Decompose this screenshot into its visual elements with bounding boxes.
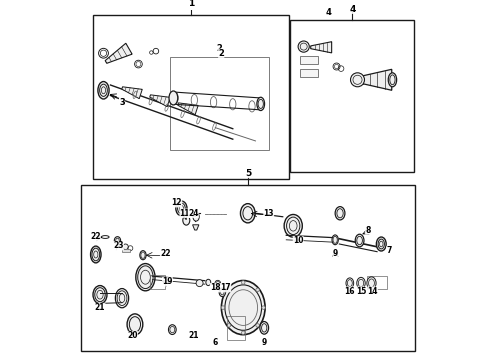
Text: 2: 2 xyxy=(217,44,222,53)
Text: 17: 17 xyxy=(220,283,231,292)
Circle shape xyxy=(242,331,245,334)
Text: 10: 10 xyxy=(293,236,303,245)
Bar xyxy=(367,276,387,289)
Circle shape xyxy=(215,280,221,286)
Text: 4: 4 xyxy=(349,5,356,14)
Ellipse shape xyxy=(388,73,396,87)
Ellipse shape xyxy=(114,237,121,244)
Polygon shape xyxy=(311,42,332,53)
Circle shape xyxy=(256,288,259,292)
Text: 24: 24 xyxy=(188,209,198,218)
Ellipse shape xyxy=(376,237,386,251)
Ellipse shape xyxy=(98,81,109,99)
Bar xyxy=(170,57,270,150)
Text: 14: 14 xyxy=(368,287,378,296)
Circle shape xyxy=(221,306,225,309)
Circle shape xyxy=(196,280,203,287)
Ellipse shape xyxy=(140,251,146,260)
Ellipse shape xyxy=(91,246,101,263)
Ellipse shape xyxy=(335,207,345,220)
Ellipse shape xyxy=(136,264,155,291)
Ellipse shape xyxy=(260,321,269,334)
Ellipse shape xyxy=(355,234,364,247)
Text: 9: 9 xyxy=(333,249,338,258)
Circle shape xyxy=(256,324,259,327)
Ellipse shape xyxy=(284,215,302,237)
Text: 20: 20 xyxy=(127,331,138,340)
Text: 7: 7 xyxy=(386,247,392,256)
Text: 3: 3 xyxy=(119,98,125,107)
Ellipse shape xyxy=(219,288,225,297)
Polygon shape xyxy=(122,87,142,99)
Text: 18: 18 xyxy=(210,283,221,292)
Ellipse shape xyxy=(127,314,143,335)
Ellipse shape xyxy=(257,97,265,111)
Ellipse shape xyxy=(332,235,338,245)
Bar xyxy=(300,57,318,64)
Text: 11: 11 xyxy=(180,209,190,218)
Ellipse shape xyxy=(169,91,178,105)
Text: 9: 9 xyxy=(262,338,267,347)
Polygon shape xyxy=(178,103,198,115)
Ellipse shape xyxy=(346,278,354,288)
Bar xyxy=(150,275,165,289)
Circle shape xyxy=(350,73,365,87)
Text: 6: 6 xyxy=(213,338,218,347)
Ellipse shape xyxy=(183,215,190,225)
Text: 21: 21 xyxy=(188,331,198,340)
Circle shape xyxy=(298,41,309,52)
Bar xyxy=(227,316,245,340)
Text: 15: 15 xyxy=(356,287,366,296)
Text: 12: 12 xyxy=(172,198,182,207)
Ellipse shape xyxy=(357,277,365,289)
Text: 1: 1 xyxy=(188,0,194,9)
Ellipse shape xyxy=(115,289,129,308)
Text: 22: 22 xyxy=(160,249,171,258)
Circle shape xyxy=(262,306,265,309)
Text: 8: 8 xyxy=(366,225,370,234)
Polygon shape xyxy=(357,69,392,90)
Text: 5: 5 xyxy=(245,169,251,178)
Ellipse shape xyxy=(193,212,199,221)
Circle shape xyxy=(242,281,245,284)
Text: 21: 21 xyxy=(95,303,105,312)
Bar xyxy=(81,185,415,351)
Polygon shape xyxy=(150,95,170,107)
Bar xyxy=(93,15,289,179)
Polygon shape xyxy=(105,43,132,63)
Circle shape xyxy=(122,244,128,249)
Ellipse shape xyxy=(93,285,107,304)
Text: 19: 19 xyxy=(162,277,172,286)
Text: 4: 4 xyxy=(325,8,331,17)
Text: 13: 13 xyxy=(264,209,274,218)
Bar xyxy=(300,69,318,77)
Ellipse shape xyxy=(176,201,187,216)
Text: 3: 3 xyxy=(119,98,125,107)
Ellipse shape xyxy=(206,279,211,285)
Text: 22: 22 xyxy=(90,232,101,241)
Ellipse shape xyxy=(241,204,255,223)
Bar xyxy=(122,249,130,252)
Circle shape xyxy=(227,288,231,292)
Text: 23: 23 xyxy=(113,241,124,250)
Bar xyxy=(291,21,415,172)
Text: 16: 16 xyxy=(344,287,355,296)
Ellipse shape xyxy=(367,277,376,289)
Ellipse shape xyxy=(221,280,265,335)
Polygon shape xyxy=(193,225,199,230)
Circle shape xyxy=(227,324,231,327)
Ellipse shape xyxy=(169,325,176,334)
Text: 2: 2 xyxy=(219,49,224,58)
